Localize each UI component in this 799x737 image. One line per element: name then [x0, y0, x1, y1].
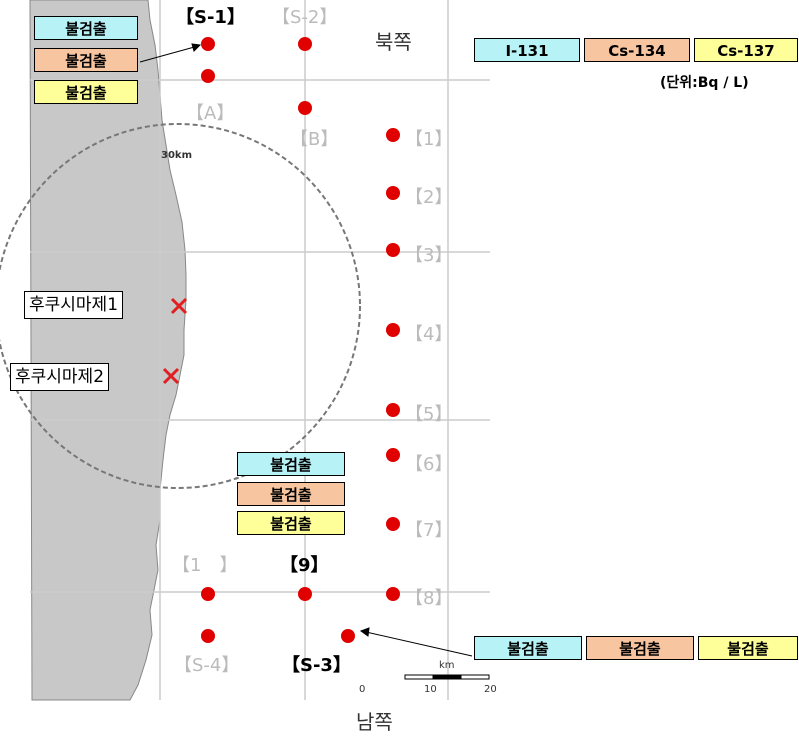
result-9-cs134: 불검출 [237, 482, 345, 506]
legend-cs134: Cs-134 [584, 38, 690, 62]
compass-south: 남쪽 [356, 710, 393, 734]
result-s1-cs134: 불검출 [34, 48, 138, 72]
legend-cs137: Cs-137 [694, 38, 798, 62]
scale-tick-0: 0 [359, 684, 366, 695]
station-label-1b: 【1 】 [172, 555, 238, 576]
station-label-9: 【9】 [280, 555, 329, 576]
station-dot-5 [386, 403, 400, 417]
station-dot-7 [386, 517, 400, 531]
result-s3-i131: 불검출 [474, 636, 582, 660]
plant-label-2: 후쿠시마제2 [10, 363, 110, 391]
plant-marker-2 [162, 367, 180, 385]
station-dot-s4 [201, 629, 215, 643]
callout-arrow-s3 [359, 627, 473, 657]
station-label-s3: 【S-3】 [282, 655, 351, 676]
compass-north: 북쪽 [375, 30, 412, 54]
scale-unit: km [439, 660, 455, 671]
result-s3-cs137: 불검출 [698, 636, 798, 660]
station-dot-1 [386, 128, 400, 142]
land-mass [29, 0, 187, 701]
station-dot-9 [298, 587, 312, 601]
station-label-s4: 【S-4】 [174, 655, 240, 676]
station-dot-s2 [298, 37, 312, 51]
scale-tick-10: 10 [424, 684, 437, 695]
result-9-cs137: 불검출 [237, 511, 345, 535]
scale-tick-20: 20 [484, 684, 497, 695]
station-label-2: 【2】 [405, 187, 453, 208]
station-dot-s1 [201, 37, 215, 51]
callout-arrow-s1 [139, 43, 202, 63]
station-label-6: 【6】 [405, 454, 453, 475]
result-9-i131: 불검출 [237, 452, 345, 476]
station-dot-a [201, 69, 215, 83]
station-label-8: 【8】 [405, 588, 453, 609]
radius-30km-circle [0, 123, 361, 489]
result-s3-cs134: 불검출 [586, 636, 694, 660]
station-dot-3 [386, 243, 400, 257]
station-label-b: 【B】 [290, 129, 339, 150]
station-dot-8 [386, 587, 400, 601]
legend-unit: (단위:Bq / L) [660, 75, 749, 91]
plant-label-1: 후쿠시마제1 [24, 291, 124, 319]
station-dot-s3 [341, 629, 355, 643]
result-s1-i131: 불검출 [34, 16, 138, 40]
result-s1-cs137: 불검출 [34, 80, 138, 104]
station-dot-6 [386, 448, 400, 462]
station-dot-4 [386, 323, 400, 337]
station-label-7: 【7】 [405, 520, 453, 541]
station-label-s2: 【S-2】 [272, 7, 338, 28]
plant-marker-1 [170, 297, 188, 315]
station-dot-b [298, 101, 312, 115]
station-dot-2 [386, 186, 400, 200]
station-label-3: 【3】 [405, 245, 453, 266]
station-label-4: 【4】 [405, 324, 453, 345]
station-label-5: 【5】 [405, 404, 453, 425]
station-label-s1: 【S-1】 [176, 7, 245, 28]
radius-label: 30km [161, 150, 192, 161]
station-label-a: 【A】 [186, 103, 235, 124]
station-label-1: 【1】 [405, 129, 453, 150]
scale-bar [404, 674, 490, 680]
station-dot-1b [201, 587, 215, 601]
legend-i131: I-131 [474, 38, 580, 62]
